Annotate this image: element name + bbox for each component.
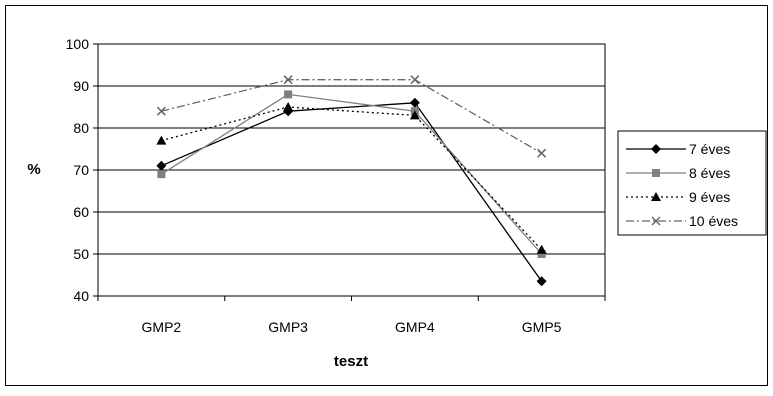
legend: 7 éves 8 éves 9 éves 10 éves (617, 130, 767, 236)
legend-marker (652, 169, 660, 177)
data-point (283, 102, 294, 111)
y-tick-label: 70 (73, 162, 89, 178)
legend-label: 7 éves (689, 141, 730, 157)
y-tick-label: 100 (66, 36, 90, 52)
x-tick-label: GMP2 (142, 319, 182, 335)
x-tick-label: GMP4 (395, 319, 435, 335)
data-point (156, 106, 166, 116)
series-line (161, 106, 543, 251)
legend-label: 8 éves (689, 165, 730, 181)
x-tick-label: GMP5 (522, 319, 562, 335)
series-4 (156, 75, 547, 158)
data-point (156, 135, 167, 145)
legend-marker (651, 216, 661, 226)
legend-box (617, 130, 767, 236)
series-3 (156, 102, 547, 254)
data-point (536, 276, 547, 287)
data-point (284, 90, 293, 99)
data-point (536, 244, 547, 254)
data-point (157, 170, 166, 179)
series-line (161, 79, 542, 154)
legend-label: 9 éves (689, 189, 730, 205)
data-point (409, 110, 420, 120)
y-tick-label: 90 (73, 78, 89, 94)
y-axis-title: % (27, 161, 40, 178)
y-tick-label: 60 (73, 204, 89, 220)
legend-entry: 9 éves (626, 189, 730, 205)
gridlines (98, 85, 605, 255)
series-line (161, 102, 543, 282)
y-tick-label: 40 (73, 288, 89, 304)
legend-marker (651, 144, 661, 154)
data-point (537, 250, 546, 258)
x-tick-label: GMP3 (268, 319, 308, 335)
data-point (537, 148, 547, 158)
x-axis-title: teszt (334, 353, 368, 370)
legend-entry: 7 éves (626, 141, 730, 157)
data-point (409, 97, 420, 108)
legend-label: 10 éves (689, 213, 738, 229)
data-point (283, 75, 293, 85)
y-tick-label: 50 (73, 246, 89, 262)
legend-entry: 8 éves (626, 165, 730, 181)
legend-marker (651, 192, 661, 201)
data-point (410, 75, 420, 85)
series-group (156, 75, 547, 287)
legend-entry: 10 éves (626, 213, 738, 229)
axes: 40 50 60 70 80 90 100 GMP2 GMP3 GMP4 GMP5 (66, 36, 606, 335)
data-point (156, 160, 167, 171)
y-tick-label: 80 (73, 120, 89, 136)
